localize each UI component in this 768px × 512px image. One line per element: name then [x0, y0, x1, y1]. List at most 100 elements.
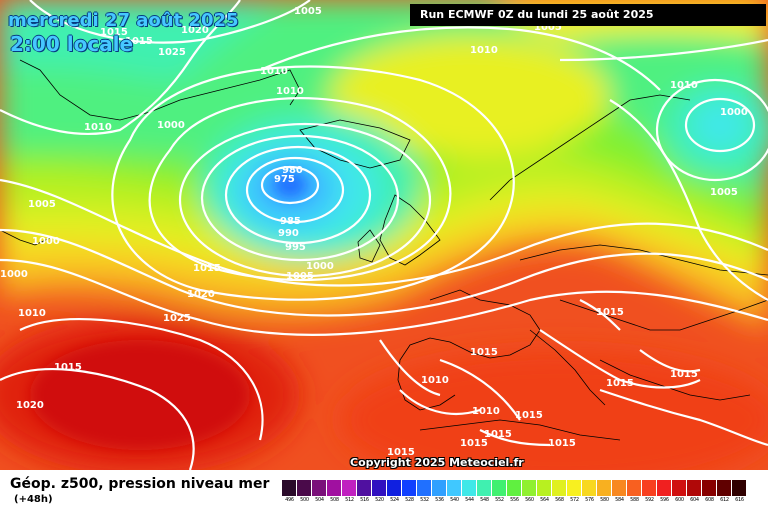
legend-label: 596	[660, 497, 669, 503]
isobar-label: 1015	[387, 447, 415, 458]
legend-swatch	[537, 480, 552, 496]
isobar-label: 1005	[710, 187, 738, 198]
isobar-label: 1010	[670, 80, 698, 91]
isobar-label: 1020	[181, 25, 209, 36]
legend-swatch	[522, 480, 537, 496]
legend-label: 584	[615, 497, 624, 503]
legend-swatch	[717, 480, 732, 496]
legend-item: 532	[417, 480, 432, 504]
legend-item: 580	[597, 480, 612, 504]
legend-label: 588	[630, 497, 639, 503]
legend-swatch	[612, 480, 627, 496]
legend-swatch	[507, 480, 522, 496]
legend-swatch	[477, 480, 492, 496]
isobar-label: 1005	[28, 199, 56, 210]
legend-swatch	[312, 480, 327, 496]
legend-item: 496	[282, 480, 297, 504]
isobar-label: 1010	[84, 122, 112, 133]
legend-label: 508	[330, 497, 339, 503]
isobar-label: 1025	[158, 47, 186, 58]
legend-label: 540	[450, 497, 459, 503]
geopotential-field	[0, 0, 768, 470]
isobar-label: 1010	[421, 375, 449, 386]
isobar-label: 1010	[18, 308, 46, 319]
legend-label: 504	[315, 497, 324, 503]
legend-swatch	[432, 480, 447, 496]
legend-item: 608	[702, 480, 717, 504]
legend-swatch	[402, 480, 417, 496]
legend-swatch	[582, 480, 597, 496]
legend-item: 616	[732, 480, 747, 504]
legend-label: 592	[645, 497, 654, 503]
legend-swatch	[672, 480, 687, 496]
isobar-label: 1015	[548, 438, 576, 449]
legend-label: 576	[585, 497, 594, 503]
legend-label: 556	[510, 497, 519, 503]
legend-item: 516	[357, 480, 372, 504]
legend-item: 612	[717, 480, 732, 504]
legend-label: 568	[555, 497, 564, 503]
legend-label: 604	[690, 497, 699, 503]
color-legend: 496 500 504 508 512 516 520 524 528 532 536 540 544 5…	[282, 480, 747, 504]
legend-label: 528	[405, 497, 414, 503]
forecast-time: 2:00 locale	[10, 32, 134, 56]
legend-label: 520	[375, 497, 384, 503]
footer-title: Géop. z500, pression niveau mer	[10, 476, 270, 492]
isobar-label: 1015	[100, 27, 128, 38]
legend-item: 552	[492, 480, 507, 504]
legend-label: 536	[435, 497, 444, 503]
legend-label: 552	[495, 497, 504, 503]
legend-label: 524	[390, 497, 399, 503]
legend-label: 532	[420, 497, 429, 503]
legend-swatch	[282, 480, 297, 496]
isobar-label: 1010	[276, 86, 304, 97]
legend-swatch	[357, 480, 372, 496]
isobar-label: 1010	[472, 406, 500, 417]
isobar-label: 1005	[286, 271, 314, 282]
legend-item: 604	[687, 480, 702, 504]
legend-item: 524	[387, 480, 402, 504]
run-info: Run ECMWF 0Z du lundi 25 août 2025	[410, 4, 766, 26]
isobar-label: 985	[280, 216, 301, 227]
legend-swatch	[342, 480, 357, 496]
legend-label: 616	[735, 497, 744, 503]
isobar-labels: 1005 1015 1020 1025 1015 1005 1010 1010 1010 1010…	[0, 6, 748, 458]
legend-label: 600	[675, 497, 684, 503]
legend-label: 512	[345, 497, 354, 503]
isobar-label: 1015	[125, 36, 153, 47]
legend-item: 564	[537, 480, 552, 504]
legend-swatch	[552, 480, 567, 496]
isobar-label: 1005	[534, 22, 562, 33]
isobar-label: 1000	[306, 261, 334, 272]
legend-item: 588	[627, 480, 642, 504]
legend-label: 612	[720, 497, 729, 503]
legend-swatch	[627, 480, 642, 496]
isobars	[0, 0, 768, 470]
legend-item: 592	[642, 480, 657, 504]
isobar-label: 1015	[596, 307, 624, 318]
legend-swatch	[417, 480, 432, 496]
isobar-label: 1010	[470, 45, 498, 56]
legend-item: 528	[402, 480, 417, 504]
isobar-label: 1010	[260, 66, 288, 77]
legend-item: 596	[657, 480, 672, 504]
legend-item: 544	[462, 480, 477, 504]
isobar-label: 1000	[32, 236, 60, 247]
isobar-label: 1015	[606, 378, 634, 389]
legend-item: 568	[552, 480, 567, 504]
isobar-label: 980	[282, 165, 303, 176]
legend-label: 580	[600, 497, 609, 503]
legend-swatch	[657, 480, 672, 496]
legend-item: 536	[432, 480, 447, 504]
isobar-label: 1015	[193, 263, 221, 274]
isobar-label: 1015	[515, 410, 543, 421]
legend-swatch	[567, 480, 582, 496]
isobar-label: 1015	[470, 347, 498, 358]
legend-item: 560	[522, 480, 537, 504]
legend-item: 520	[372, 480, 387, 504]
isobar-label: 1015	[54, 362, 82, 373]
isobar-label: 1020	[187, 289, 215, 300]
legend-item: 548	[477, 480, 492, 504]
copyright-text: Copyright 2025 Meteociel.fr	[350, 456, 524, 469]
isobar-label: 1015	[484, 429, 512, 440]
